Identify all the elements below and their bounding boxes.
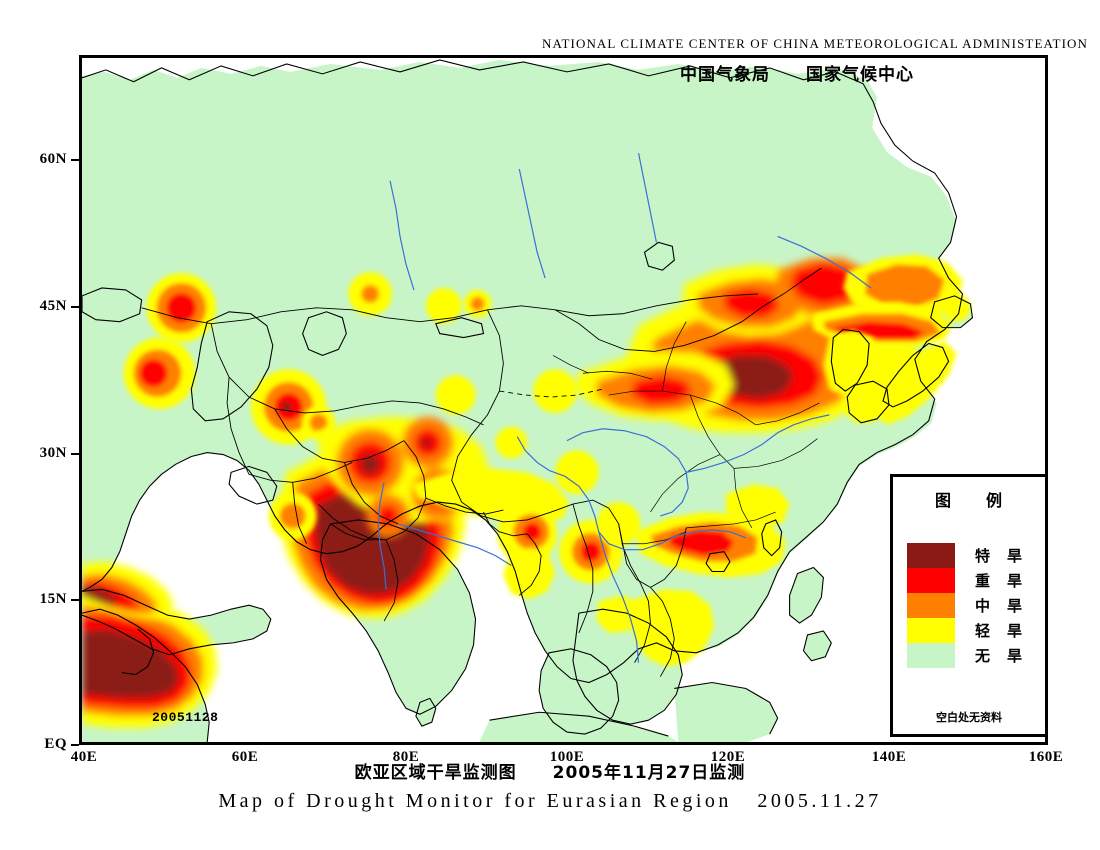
legend-items-list: 特 旱 重 旱 中 旱 轻 旱 无 旱 (907, 543, 1037, 668)
y-tick-15n-mark (71, 599, 79, 601)
caucasus-severe (166, 292, 197, 323)
kazakh-moderate (361, 285, 380, 303)
kazakh-east-light (425, 287, 462, 324)
caspian-west-severe (139, 359, 168, 388)
drought-map-svg (82, 58, 1045, 742)
y-tick-60n-mark (71, 159, 79, 161)
drought-cluster-korea (823, 329, 876, 398)
assam-severe (523, 522, 542, 541)
map-coastlines-layer (82, 59, 974, 742)
malay-peninsula-land (539, 648, 619, 735)
philippines-land (789, 567, 824, 624)
agency-name-chinese: 中国气象局 国家气候中心 (680, 65, 914, 85)
tibet-light (555, 450, 599, 495)
map-plot-area (79, 55, 1048, 745)
x-tick-140e-label: 140E (871, 749, 907, 765)
tarim-light (495, 426, 528, 459)
fujian-light (725, 484, 790, 530)
legend-item-extreme-drought: 特 旱 (907, 543, 1037, 568)
legend-swatch-light-drought (907, 618, 955, 643)
afghan-north-extreme (420, 437, 431, 448)
y-tick-15n-label: 15N (39, 591, 67, 607)
y-tick-45n-mark (71, 306, 79, 308)
xinjiang-light (435, 375, 476, 415)
sumatra-land (479, 712, 679, 742)
drought-cluster-north-china (572, 258, 882, 433)
siberia-moderate-1 (470, 296, 485, 311)
x-tick-120e-label: 120E (710, 749, 746, 765)
drought-cluster-assam (497, 504, 558, 600)
afghan-south-severe (377, 505, 400, 527)
drought-cluster-siberia (463, 289, 492, 318)
legend-label-moderate-drought: 中 旱 (975, 597, 1024, 615)
legend-label-severe-drought: 重 旱 (975, 572, 1024, 590)
map-title-chinese: 欧亚区域干旱监测图 2005年11月27日监测 (354, 763, 746, 783)
legend-label-no-drought: 无 旱 (975, 647, 1024, 665)
drought-cluster-caucasus (146, 273, 217, 343)
drought-cluster-caspian-west (123, 337, 196, 409)
legend-nodata-note: 空白处无资料 (936, 711, 1002, 724)
legend-item-moderate-drought: 中 旱 (907, 593, 1037, 618)
y-tick-eq-mark (71, 744, 79, 746)
y-tick-eq-label: EQ (44, 736, 67, 752)
map-title-english: Map of Drought Monitor for Eurasian Regi… (218, 790, 882, 812)
legend-swatch-moderate-drought (907, 593, 955, 618)
y-tick-45n-label: 45N (39, 298, 67, 314)
map-rivers-layer (377, 153, 872, 663)
yunnan-severe (580, 541, 601, 562)
japan-kyushu-light (843, 383, 887, 423)
turkmenistan-extreme (281, 401, 292, 412)
legend-item-no-drought: 无 旱 (907, 643, 1037, 668)
iran-se-moderate (279, 503, 306, 529)
turkmen-small-moderate (309, 413, 328, 432)
bangladesh-light (503, 547, 556, 600)
legend-item-severe-drought: 重 旱 (907, 568, 1037, 593)
x-tick-160e-label: 160E (1028, 749, 1064, 765)
horn-extreme-drought (82, 628, 180, 699)
legend-item-light-drought: 轻 旱 (907, 618, 1037, 643)
drought-cluster-iran-southeast (268, 492, 317, 540)
korea-light (823, 329, 876, 398)
y-tick-30n-label: 30N (39, 445, 67, 461)
arabia-extreme-drought (82, 587, 120, 606)
northeast-moderate (865, 264, 945, 308)
gansu-corridor-severe (630, 375, 693, 405)
legend-label-extreme-drought: 特 旱 (975, 547, 1024, 565)
x-tick-60e-label: 60E (231, 749, 259, 765)
japan-light (875, 341, 957, 425)
legend-swatch-extreme-drought (907, 543, 955, 568)
myanmar-light (596, 595, 641, 633)
sri-lanka-land (415, 698, 436, 727)
uzbek-extreme (360, 454, 381, 475)
legend-swatch-severe-drought (907, 568, 955, 593)
agency-name-english: NATIONAL CLIMATE CENTER OF CHINA METEORO… (541, 36, 1088, 51)
philippines-south-land (803, 630, 832, 661)
map-datestamp: 20051128 (152, 710, 219, 725)
hebei-severe (789, 262, 860, 306)
x-tick-80e-label: 80E (392, 749, 420, 765)
legend-box: 图 例 特 旱 重 旱 中 旱 轻 旱 无 旱 空白处无资料 (890, 474, 1048, 737)
legend-swatch-no-drought (907, 643, 955, 668)
qinghai-light (533, 369, 577, 413)
legend-label-light-drought: 轻 旱 (975, 622, 1024, 640)
x-tick-100e-label: 100E (549, 749, 585, 765)
drought-cluster-west-china (435, 369, 599, 495)
legend-title: 图 例 (934, 491, 1003, 510)
x-tick-40e-label: 40E (70, 749, 98, 765)
borneo-land (674, 682, 778, 742)
drought-cluster-kazakhstan (348, 272, 462, 324)
map-country-borders-layer (141, 267, 822, 677)
y-tick-60n-label: 60N (39, 151, 67, 167)
y-tick-30n-mark (71, 453, 79, 455)
